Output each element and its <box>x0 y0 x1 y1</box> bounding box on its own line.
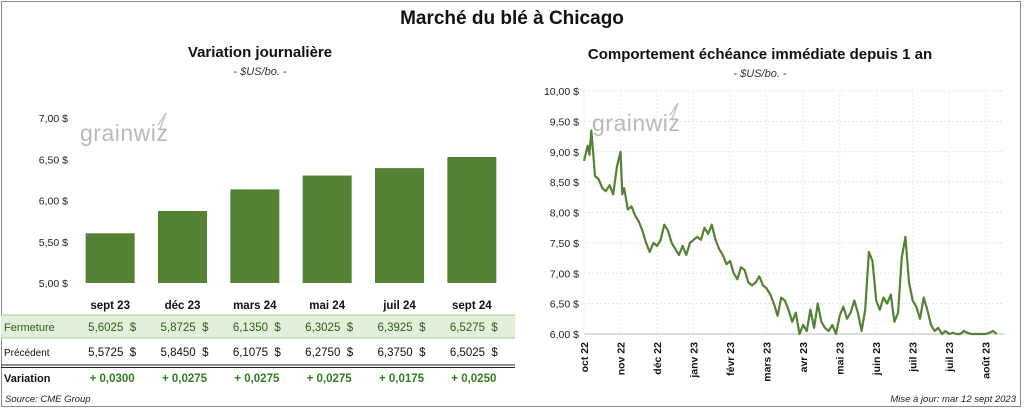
bar-chart: 5,00 $ 5,50 $ 6,00 $ 6,50 $ 7,00 $ grainwiz se… <box>1 112 515 385</box>
category-label: juil 24 <box>382 300 416 312</box>
price-line <box>582 129 998 336</box>
table-cell: 6,3750 $ <box>378 347 427 359</box>
x-tick-label: févr 23 <box>725 342 737 376</box>
bar-6 <box>447 156 497 283</box>
y-tick-label: 7,00 $ <box>39 113 68 125</box>
y-tick-label: 9,00 $ <box>550 147 579 159</box>
left-panel-subtitle: - $US/bo. - <box>233 66 287 78</box>
x-tick-label: déc 22 <box>652 342 664 375</box>
table-cell: 6,2750 $ <box>305 347 354 359</box>
y-tick-label: 6,50 $ <box>550 299 579 311</box>
table-cell: 6,1350 $ <box>233 322 282 334</box>
bar-4 <box>302 175 352 283</box>
bar-5 <box>375 168 424 283</box>
table-cell: + 0,0275 <box>162 373 208 385</box>
y-tick-label: 8,50 $ <box>550 177 579 189</box>
x-tick-label: nov 22 <box>616 342 628 375</box>
y-tick-label: 6,00 $ <box>550 329 579 341</box>
table-cell: 6,3025 $ <box>305 322 354 334</box>
x-tick-label: oct 22 <box>579 342 591 373</box>
y-tick-label: 6,50 $ <box>39 154 68 166</box>
table-row-label: Fermeture <box>4 322 55 334</box>
y-tick-label: 8,00 $ <box>550 208 579 220</box>
y-tick-label: 6,00 $ <box>39 196 68 208</box>
logo-mark <box>669 102 679 120</box>
table-cell: 5,5725 $ <box>88 347 137 359</box>
y-tick-label: 5,00 $ <box>39 278 68 290</box>
line-chart: 6,00 $ 6,50 $ 7,00 $ 7,50 $ 8,00 $ 8,50 $ 9,00… <box>544 86 1004 382</box>
bar-1 <box>85 233 135 283</box>
grainwiz-logo: grainwiz <box>592 110 680 136</box>
x-tick-label: août 23 <box>981 342 993 379</box>
update-note: Mise à jour: mar 12 sept 2023 <box>890 394 1016 405</box>
y-tick-label: 7,00 $ <box>550 268 579 280</box>
table-cell: 5,8725 $ <box>161 322 210 334</box>
y-tick-label: 9,50 $ <box>550 116 579 128</box>
grainwiz-logo: grainwiz <box>80 120 168 146</box>
x-tick-label: juil 23 <box>944 342 956 373</box>
bar-3 <box>230 189 280 283</box>
table-row-label: Variation <box>4 373 51 385</box>
table-cell: 6,1075 $ <box>233 347 282 359</box>
table-cell: + 0,0275 <box>307 373 353 385</box>
y-tick-label: 10,00 $ <box>544 86 579 98</box>
table-cell: 6,3925 $ <box>378 322 427 334</box>
source-note: Source: CME Group <box>5 394 91 405</box>
y-tick-label: 7,50 $ <box>550 238 579 250</box>
logo-mark <box>157 112 167 130</box>
category-label: déc 23 <box>165 300 201 312</box>
bar-2 <box>158 211 207 283</box>
category-label: sept 24 <box>452 300 492 312</box>
table-cell: 5,6025 $ <box>88 322 137 334</box>
table-cell: 6,5275 $ <box>450 322 499 334</box>
x-tick-label: juin 23 <box>871 342 883 376</box>
category-label: sept 23 <box>90 300 130 312</box>
y-tick-label: 5,50 $ <box>39 237 68 249</box>
right-panel-subtitle: - $US/bo. - <box>733 68 787 80</box>
table-row-label: Précédent <box>4 348 50 359</box>
right-panel-title: Comportement échéance immédiate depuis 1… <box>587 46 933 63</box>
x-tick-label: janv 23 <box>689 342 701 379</box>
left-panel-title: Variation journalière <box>187 44 333 61</box>
table-cell: + 0,0250 <box>451 373 496 385</box>
table-cell: 5,8450 $ <box>161 347 210 359</box>
category-label: mars 24 <box>233 300 277 312</box>
table-cell: 6,5025 $ <box>450 347 499 359</box>
table-cell: + 0,0275 <box>234 373 280 385</box>
x-tick-label: mars 23 <box>762 342 774 382</box>
x-tick-label: mai 23 <box>835 342 847 375</box>
category-label: mai 24 <box>309 300 345 312</box>
main-title: Marché du blé à Chicago <box>400 8 624 29</box>
table-cell: + 0,0175 <box>379 373 425 385</box>
fermeture-row-bg <box>1 315 515 338</box>
x-tick-label: juil 23 <box>908 342 920 373</box>
table-cell: + 0,0300 <box>90 373 135 385</box>
x-tick-label: avr 23 <box>798 342 810 373</box>
